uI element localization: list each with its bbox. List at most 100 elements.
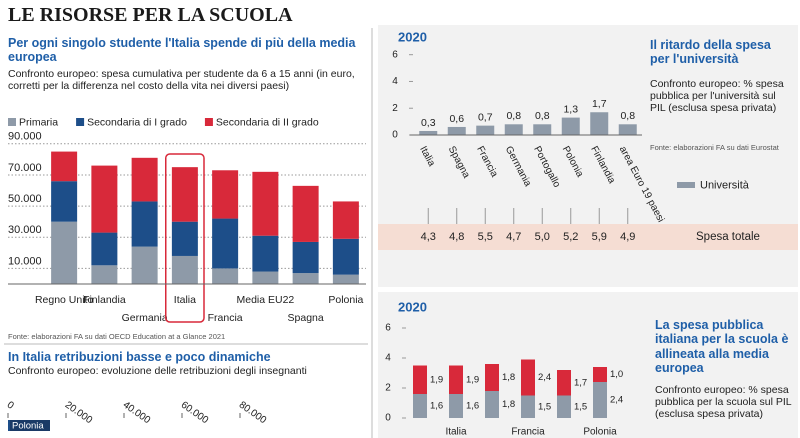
bar-segment — [449, 394, 463, 418]
value-label: 0,8 — [620, 110, 635, 122]
bar-segment — [413, 365, 427, 394]
chart-subtitle: Confronto europeo: spesa cumulativa per … — [8, 68, 355, 93]
value-label: 0,7 — [478, 111, 493, 123]
x-tick-label: Francia — [208, 312, 243, 324]
bar-segment — [521, 359, 535, 396]
bar-segment — [171, 221, 198, 256]
total-label: 4,9 — [620, 231, 635, 243]
bar-segment — [171, 255, 198, 284]
x-tick-label: 20.000 — [63, 400, 95, 427]
page-title: LE RISORSE PER LA SCUOLA — [8, 4, 293, 26]
legend-swatch — [76, 118, 85, 126]
value-label: 1,5 — [574, 401, 587, 412]
legend-label: Primaria — [19, 116, 58, 128]
bar-segment — [131, 246, 158, 284]
legend-swatch — [8, 118, 16, 126]
value-label: 0,8 — [506, 110, 521, 122]
chart-subtitle: Confronto europeo: evoluzione delle retr… — [8, 365, 307, 377]
y-tick-label: 4 — [392, 76, 398, 87]
y-tick-label: 30.000 — [8, 224, 42, 236]
legend-swatch — [204, 118, 213, 126]
x-tick-label: Media EU22 — [236, 294, 294, 306]
chart-title: La spesa pubblica italiana per la scuola… — [655, 318, 789, 376]
x-tick-label: Finlandia — [83, 294, 126, 306]
value-label: 1,9 — [430, 374, 443, 385]
bar-segment — [485, 391, 499, 418]
bar — [504, 124, 523, 135]
bar — [476, 125, 495, 135]
total-label: 5,9 — [592, 231, 607, 243]
bar-segment — [449, 365, 463, 394]
bar — [447, 126, 466, 135]
x-tick-label: 80.000 — [237, 400, 269, 427]
year-label: 2020 — [398, 29, 427, 44]
x-tick-label: Italia — [445, 427, 467, 438]
bar-segment — [252, 171, 279, 236]
bar-segment — [292, 185, 319, 242]
legend-label: Secondaria di II grado — [216, 116, 319, 128]
bar-segment — [252, 271, 279, 284]
legend-label: Secondaria di I grado — [87, 116, 187, 128]
bar-segment — [212, 218, 239, 269]
bar-segment — [332, 274, 359, 284]
value-label: 1,7 — [592, 98, 607, 110]
bar-segment — [332, 238, 359, 275]
bar — [533, 124, 552, 135]
y-tick-label: 2 — [392, 103, 398, 114]
chart-source: Fonte: elaborazioni FA su dati Eurostat — [650, 143, 779, 152]
bar-segment — [51, 151, 78, 182]
year-label: 2020 — [398, 299, 427, 314]
bar-segment — [485, 364, 499, 391]
value-label: 1,9 — [466, 374, 479, 385]
bar-segment — [131, 157, 158, 202]
y-tick-label: 0 — [392, 130, 398, 141]
bar-segment — [252, 235, 279, 272]
bar-segment — [593, 382, 607, 418]
legend-swatch — [677, 182, 695, 188]
bar-segment — [413, 394, 427, 418]
value-label: 0,8 — [535, 110, 550, 122]
x-tick-label: Polonia — [583, 427, 617, 438]
y-tick-label: 10.000 — [8, 255, 42, 267]
y-tick-label: 4 — [385, 353, 391, 364]
y-tick-label: 6 — [392, 49, 398, 60]
total-label: 5,2 — [563, 231, 578, 243]
legend-label: Università — [700, 179, 750, 191]
value-label: 1,6 — [466, 401, 479, 412]
total-label: 4,3 — [421, 231, 436, 243]
x-tick-label: Polonia — [328, 294, 363, 306]
bar-segment — [557, 395, 571, 418]
value-label: 2,4 — [610, 395, 623, 406]
bar — [419, 130, 438, 135]
y-tick-label: 70.000 — [8, 162, 42, 174]
chart-subtitle: Confronto europeo: % spesa pubblica per … — [655, 384, 792, 421]
totals-band — [378, 224, 798, 250]
bar-segment — [212, 170, 239, 219]
value-label: 1,8 — [502, 372, 515, 383]
bar — [618, 124, 637, 135]
bar — [561, 117, 580, 135]
chart-subtitle: Confronto europeo: % spesa pubblica per … — [650, 78, 784, 115]
chart-title: In Italia retribuzioni basse e poco dina… — [8, 350, 271, 364]
total-label: 4,7 — [506, 231, 521, 243]
value-label: 1,7 — [574, 377, 587, 388]
y-tick-label: 6 — [385, 323, 391, 334]
value-label: 0,3 — [421, 117, 436, 129]
bar-segment — [131, 201, 158, 247]
value-label: 1,5 — [538, 401, 551, 412]
value-label: 1,0 — [610, 369, 623, 380]
x-tick-label: 40.000 — [121, 400, 153, 427]
y-tick-label: 2 — [385, 383, 391, 394]
bar-segment — [171, 167, 198, 222]
bar-segment — [91, 265, 118, 284]
value-label: 1,8 — [502, 399, 515, 410]
label-box — [10, 420, 50, 431]
category-label: Polonia — [12, 421, 44, 432]
x-tick-label: Spagna — [288, 312, 324, 324]
panel-background — [378, 292, 798, 438]
bar-segment — [292, 273, 319, 284]
chart-title: Per ogni singolo studente l'Italia spend… — [8, 36, 356, 65]
value-label: 0,6 — [449, 113, 464, 125]
